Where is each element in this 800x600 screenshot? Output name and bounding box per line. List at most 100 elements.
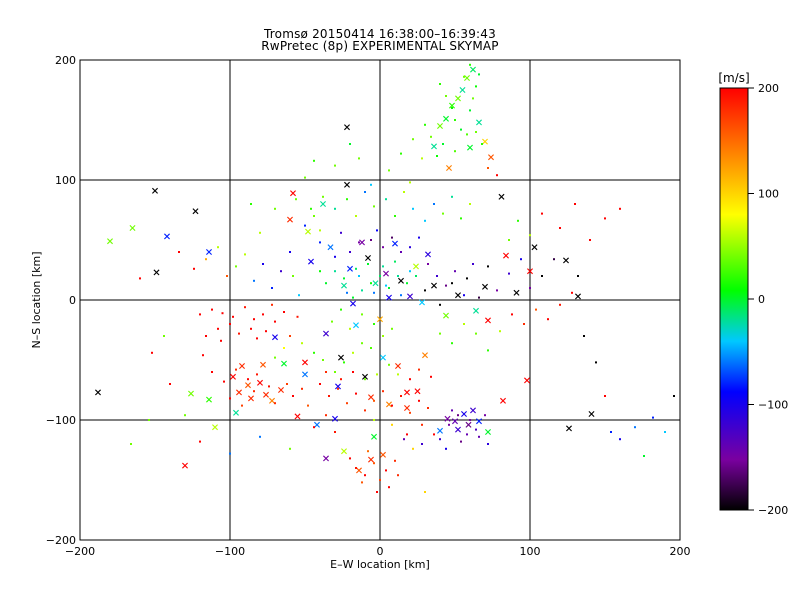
data-point-dot: [361, 342, 363, 345]
data-point-x: [353, 322, 359, 329]
data-point-dot: [325, 414, 327, 417]
data-point-dot: [394, 215, 396, 217]
data-point-dot: [307, 404, 309, 407]
data-point-x: [473, 307, 479, 314]
data-point-dot: [412, 447, 414, 450]
data-point-dot: [313, 215, 315, 217]
data-point-x: [452, 418, 458, 425]
data-point-dot: [391, 404, 393, 407]
data-point-dot: [478, 73, 480, 76]
data-point-dot: [289, 335, 291, 337]
data-point-x: [302, 371, 308, 378]
data-point-dot: [424, 219, 426, 222]
data-point-dot: [247, 378, 249, 381]
data-point-dot: [469, 109, 471, 112]
data-point-x: [359, 239, 365, 246]
data-point-dot: [463, 323, 465, 325]
data-point-dot: [313, 426, 315, 429]
data-point-dot: [421, 443, 423, 445]
data-point-dot: [475, 131, 477, 133]
data-point-dot: [199, 440, 201, 443]
data-point-dot: [496, 289, 498, 292]
data-point-dot: [292, 275, 294, 277]
data-point-x: [248, 395, 254, 402]
data-point-dot: [466, 133, 468, 136]
data-point-dot: [229, 397, 231, 400]
data-point-dot: [376, 229, 378, 232]
data-point-dot: [370, 239, 372, 241]
data-point-dot: [184, 414, 186, 417]
data-point-dot: [373, 399, 375, 402]
data-point-x: [443, 115, 449, 122]
data-point-dot: [304, 224, 306, 227]
data-point-x: [464, 75, 470, 81]
data-point-dot: [403, 191, 405, 193]
data-point-dot: [349, 327, 351, 330]
data-point-x: [314, 421, 320, 428]
data-point-dot: [235, 368, 237, 371]
data-point-dot: [442, 212, 444, 215]
data-point-dot: [373, 419, 375, 421]
data-point-dot: [283, 347, 285, 349]
data-point-x: [206, 249, 212, 255]
data-point-dot: [643, 455, 645, 457]
data-points: [95, 63, 675, 493]
data-point-dot: [442, 143, 444, 145]
data-point-x: [323, 330, 329, 337]
x-axis-label: E–W location [km]: [330, 558, 430, 571]
data-point-dot: [445, 447, 447, 450]
data-point-dot: [406, 282, 408, 285]
data-point-x: [371, 433, 377, 440]
data-point-dot: [169, 383, 171, 385]
data-point-dot: [451, 282, 453, 285]
data-point-dot: [445, 95, 447, 97]
colorbar-tick-label: 200: [758, 82, 779, 95]
data-point-dot: [358, 275, 360, 277]
data-point-x: [513, 289, 520, 296]
data-point-x: [383, 270, 389, 277]
data-point-dot: [253, 318, 255, 321]
data-point-dot: [241, 404, 243, 407]
data-point-x: [437, 123, 443, 129]
data-point-dot: [370, 347, 372, 349]
data-point-dot: [322, 359, 324, 361]
data-point-dot: [178, 251, 180, 253]
data-point-dot: [340, 378, 342, 381]
data-point-x: [461, 411, 467, 417]
data-point-dot: [604, 395, 606, 397]
data-point-dot: [487, 349, 489, 352]
data-point-x: [368, 456, 374, 463]
data-point-dot: [349, 457, 351, 460]
data-point-dot: [508, 239, 510, 241]
data-point-dot: [364, 378, 366, 381]
data-point-x: [206, 396, 212, 403]
data-point-dot: [274, 207, 276, 210]
data-point-dot: [385, 198, 387, 201]
data-point-x: [230, 373, 236, 380]
data-point-dot: [202, 354, 204, 357]
chart-subtitle: RwPretec (8p) EXPERIMENTAL SKYMAP: [261, 39, 499, 53]
data-point-x: [368, 394, 374, 401]
data-point-dot: [130, 443, 132, 445]
data-point-dot: [319, 383, 321, 385]
data-point-x: [188, 390, 194, 397]
data-point-x: [263, 391, 269, 398]
data-point-dot: [358, 157, 360, 160]
data-point-dot: [460, 440, 462, 443]
data-point-dot: [268, 385, 270, 388]
data-point-dot: [319, 270, 321, 273]
x-tick-label: 0: [377, 545, 384, 558]
data-point-dot: [148, 419, 150, 421]
data-point-dot: [319, 229, 321, 232]
data-point-dot: [634, 426, 636, 429]
data-point-dot: [370, 183, 372, 186]
data-point-dot: [367, 263, 369, 265]
data-point-dot: [529, 234, 531, 237]
data-point-dot: [478, 435, 480, 438]
data-point-dot: [595, 361, 597, 364]
data-point-x: [414, 388, 421, 395]
data-point-x: [380, 354, 386, 361]
data-point-dot: [472, 97, 474, 100]
data-point-dot: [457, 414, 459, 417]
data-point-dot: [379, 275, 381, 277]
